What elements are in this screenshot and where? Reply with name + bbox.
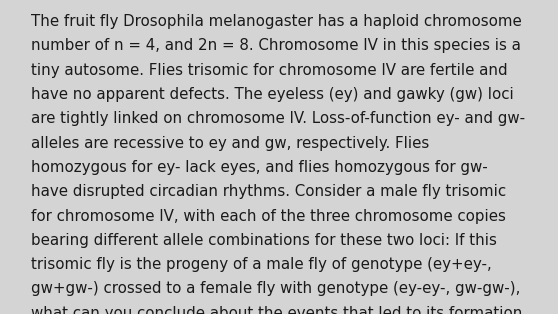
Text: tiny autosome. Flies trisomic for chromosome IV are fertile and: tiny autosome. Flies trisomic for chromo… bbox=[31, 63, 507, 78]
Text: bearing different allele combinations for these two loci: If this: bearing different allele combinations fo… bbox=[31, 233, 497, 248]
Text: have disrupted circadian rhythms. Consider a male fly trisomic: have disrupted circadian rhythms. Consid… bbox=[31, 184, 506, 199]
Text: are tightly linked on chromosome IV. Loss-of-function ey- and gw-: are tightly linked on chromosome IV. Los… bbox=[31, 111, 525, 126]
Text: have no apparent defects. The eyeless (ey) and gawky (gw) loci: have no apparent defects. The eyeless (e… bbox=[31, 87, 513, 102]
Text: The fruit fly Drosophila melanogaster has a haploid chromosome: The fruit fly Drosophila melanogaster ha… bbox=[31, 14, 521, 29]
Text: homozygous for ey- lack eyes, and flies homozygous for gw-: homozygous for ey- lack eyes, and flies … bbox=[31, 160, 488, 175]
Text: gw+gw-) crossed to a female fly with genotype (ey-ey-, gw-gw-),: gw+gw-) crossed to a female fly with gen… bbox=[31, 281, 520, 296]
Text: what can you conclude about the events that led to its formation: what can you conclude about the events t… bbox=[31, 306, 522, 314]
Text: for chromosome IV, with each of the three chromosome copies: for chromosome IV, with each of the thre… bbox=[31, 208, 506, 224]
Text: alleles are recessive to ey and gw, respectively. Flies: alleles are recessive to ey and gw, resp… bbox=[31, 136, 429, 151]
Text: number of n = 4, and 2n = 8. Chromosome IV in this species is a: number of n = 4, and 2n = 8. Chromosome … bbox=[31, 38, 521, 53]
Text: trisomic fly is the progeny of a male fly of genotype (ey+ey-,: trisomic fly is the progeny of a male fl… bbox=[31, 257, 492, 272]
